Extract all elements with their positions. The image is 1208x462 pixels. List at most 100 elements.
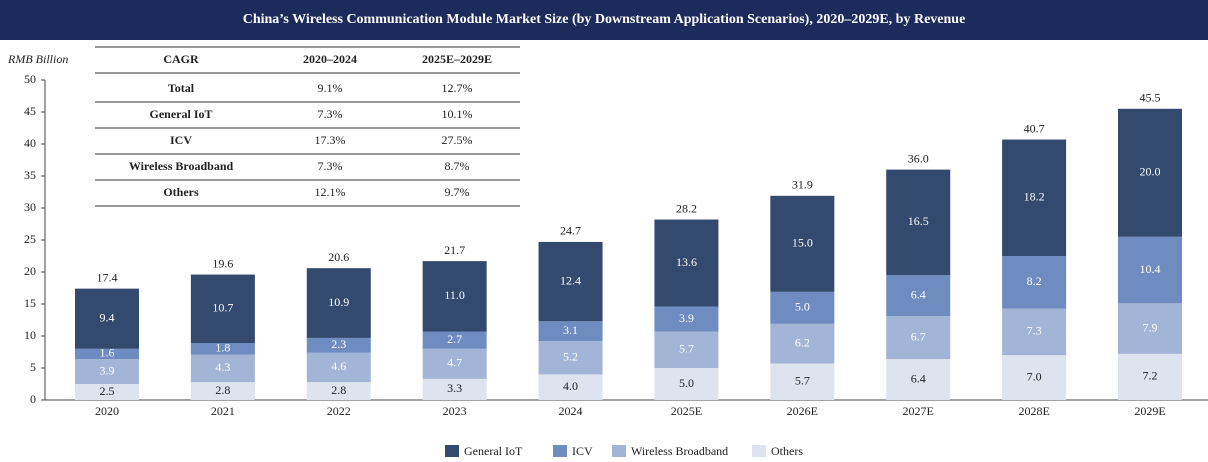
table-cell: General IoT <box>150 107 213 121</box>
x-tick-label: 2024 <box>559 404 583 418</box>
total-label: 28.2 <box>676 201 697 215</box>
total-label: 31.9 <box>792 178 813 192</box>
value-label: 6.4 <box>911 287 926 301</box>
bar-segment <box>538 321 603 342</box>
y-tick-label: 20 <box>24 264 36 278</box>
table-header: 2020–2024 <box>303 52 357 66</box>
value-label: 3.9 <box>679 311 694 325</box>
total-label: 45.5 <box>1140 91 1161 105</box>
x-tick-label: 2022 <box>327 404 351 418</box>
value-label: 6.2 <box>795 335 810 349</box>
value-label: 11.0 <box>444 288 465 302</box>
bar-segment <box>306 382 371 400</box>
y-tick-label: 10 <box>24 328 36 342</box>
value-label: 20.0 <box>1140 165 1161 179</box>
legend-label: Wireless Broadband <box>631 444 728 458</box>
bar-segment <box>75 359 139 384</box>
bar-segment <box>1002 355 1067 400</box>
table-header: CAGR <box>163 52 199 66</box>
bar-segment <box>190 343 255 355</box>
table-cell: Others <box>163 185 199 199</box>
title-bar <box>0 0 1208 40</box>
y-tick-label: 25 <box>24 232 36 246</box>
bar-segment <box>422 331 487 349</box>
table-cell: 9.7% <box>445 185 470 199</box>
y-axis-label: RMB Billion <box>7 52 68 66</box>
bar-segment <box>422 348 487 379</box>
y-tick-label: 30 <box>24 200 36 214</box>
chart-title: China’s Wireless Communication Module Ma… <box>243 12 966 27</box>
bar-segment <box>422 261 487 332</box>
bar-segment <box>190 354 255 383</box>
bar-segment <box>538 374 603 400</box>
value-label: 10.9 <box>328 295 349 309</box>
y-tick-label: 40 <box>24 136 36 150</box>
value-label: 7.9 <box>1143 320 1158 334</box>
table-cell: Wireless Broadband <box>129 159 234 173</box>
value-label: 7.0 <box>1027 369 1042 383</box>
table-cell: 9.1% <box>318 81 343 95</box>
value-label: 1.6 <box>100 346 115 360</box>
total-label: 19.6 <box>212 256 233 270</box>
value-label: 5.0 <box>679 376 694 390</box>
y-tick-label: 5 <box>30 360 36 374</box>
bar-segment <box>422 378 487 400</box>
y-tick-label: 15 <box>24 296 36 310</box>
table-cell: 7.3% <box>318 107 343 121</box>
value-label: 16.5 <box>908 214 929 228</box>
bar-segment <box>770 291 835 324</box>
table-cell: ICV <box>170 133 192 147</box>
x-tick-label: 2021 <box>211 404 235 418</box>
bar-segment <box>1118 303 1182 354</box>
bar-segment <box>1002 256 1067 309</box>
bar-segment <box>886 359 951 400</box>
value-label: 2.8 <box>331 383 346 397</box>
value-label: 4.7 <box>447 356 462 370</box>
bar-segment <box>654 331 719 368</box>
legend-swatch <box>612 445 626 457</box>
total-label: 40.7 <box>1024 121 1045 135</box>
value-label: 10.4 <box>1140 262 1161 276</box>
value-label: 9.4 <box>100 310 115 324</box>
bar-segment <box>306 268 371 338</box>
table-cell: 27.5% <box>442 133 473 147</box>
bar-segment <box>190 274 255 344</box>
legend-label: Others <box>771 444 803 458</box>
bar-segment <box>886 316 951 360</box>
bar-segment <box>770 323 835 364</box>
bar-segment <box>306 337 371 353</box>
value-label: 6.4 <box>911 371 926 385</box>
bar-segment <box>654 219 719 307</box>
value-label: 7.2 <box>1143 369 1158 383</box>
table-cell: Total <box>168 81 195 95</box>
legend-label: General IoT <box>464 444 523 458</box>
table-cell: 12.7% <box>442 81 473 95</box>
x-tick-label: 2028E <box>1018 404 1049 418</box>
value-label: 4.3 <box>215 360 230 374</box>
value-label: 3.1 <box>563 323 578 337</box>
bar-segment <box>1002 308 1067 356</box>
bar-segment <box>770 363 835 400</box>
value-label: 2.8 <box>215 383 230 397</box>
bar-segment <box>886 169 951 276</box>
value-label: 5.0 <box>795 300 810 314</box>
y-tick-label: 0 <box>30 392 36 406</box>
total-label: 24.7 <box>560 224 581 238</box>
x-tick-label: 2029E <box>1134 404 1165 418</box>
y-tick-label: 50 <box>24 72 36 86</box>
value-label: 12.4 <box>560 273 581 287</box>
legend-swatch <box>553 445 567 457</box>
total-label: 17.4 <box>97 270 118 284</box>
x-tick-label: 2020 <box>95 404 119 418</box>
bar-segment <box>190 382 255 400</box>
value-label: 5.2 <box>563 350 578 364</box>
bar-segment <box>886 275 951 317</box>
value-label: 18.2 <box>1024 190 1045 204</box>
bar-segment <box>1002 139 1067 256</box>
value-label: 6.7 <box>911 329 926 343</box>
value-label: 1.8 <box>215 341 230 355</box>
value-label: 8.2 <box>1027 274 1042 288</box>
bar-segment <box>75 384 139 400</box>
bar-segment <box>306 352 371 383</box>
